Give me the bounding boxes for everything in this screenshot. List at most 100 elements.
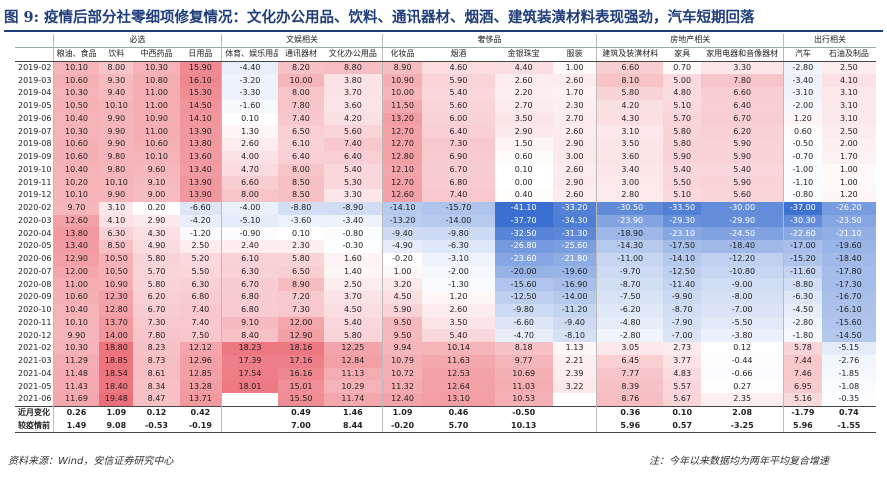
table-cell: 8.39 xyxy=(596,380,664,393)
table-cell: -0.50 xyxy=(783,138,822,151)
table-cell: 9.90 xyxy=(99,138,134,151)
table-cell: 6.80 xyxy=(179,291,222,304)
table-cell: 12.70 xyxy=(381,176,423,189)
row-label: 2020-11 xyxy=(18,317,52,327)
table-row: 2021-04 11.48 18.54 8.61 12.85 17.54 16.16 11.1… xyxy=(15,367,876,381)
table-cell: 6.90 xyxy=(422,150,495,164)
table-cell: 0.27 xyxy=(701,380,784,393)
table-cell: 5.40 xyxy=(422,329,495,342)
table-cell: 11.63 xyxy=(422,354,495,368)
table-cell: 1.13 xyxy=(552,342,597,355)
table-cell: 13.40 xyxy=(52,240,100,253)
table-cell: 11.00 xyxy=(133,125,180,138)
table-cell: 13.10 xyxy=(422,393,495,407)
table-cell: 5.50 xyxy=(179,265,222,279)
table-cell: -21.10 xyxy=(821,227,876,240)
table-cell: 0.10 xyxy=(221,112,278,126)
table-row: 2020-02 9.70 3.10 0.20 -6.60 -4.00 -8.80 -8.90-… xyxy=(15,201,876,215)
column-header: 烟酒 xyxy=(422,47,495,62)
table-cell: 17.16 xyxy=(277,354,325,368)
table-cell: 6.00 xyxy=(422,112,495,126)
table-cell: 6.40 xyxy=(422,125,495,138)
table-row: 2020-10 10.40 12.80 6.70 7.40 6.80 7.30 4.50 5.9… xyxy=(15,303,876,317)
table-cell: -0.90 xyxy=(221,227,278,240)
table-cell: 5.90 xyxy=(381,303,423,317)
table-cell: 0.46 xyxy=(422,405,495,420)
table-cell: 15.90 xyxy=(179,61,222,75)
table-cell: 5.20 xyxy=(179,252,222,266)
table-cell xyxy=(221,393,278,407)
table-cell: 17.39 xyxy=(221,354,278,368)
row-label: 2020-03 xyxy=(18,215,52,225)
table-cell: 10.40 xyxy=(52,163,100,177)
table-cell: 11.48 xyxy=(52,367,100,381)
table-cell: 1.00 xyxy=(381,265,423,279)
table-cell: -26.80 xyxy=(494,240,553,253)
table-cell: -2.80 xyxy=(783,61,822,75)
table-cell: 0.10 xyxy=(277,227,325,240)
table-cell: 9.10 xyxy=(221,316,278,330)
table-cell: 12.64 xyxy=(422,380,495,393)
table-cell: 5.70 xyxy=(663,112,702,126)
table-cell: 0.74 xyxy=(821,405,876,420)
row-label: 2020-07 xyxy=(18,266,52,276)
table-cell: -23.50 xyxy=(821,214,876,228)
table-cell: -3.40 xyxy=(783,74,822,87)
table-cell: 3.60 xyxy=(324,99,383,113)
table-cell: 7.46 xyxy=(783,367,822,381)
table-cell: 5.10 xyxy=(663,99,702,113)
table-cell: 2.70 xyxy=(494,99,553,113)
table-cell: 11.00 xyxy=(133,99,180,113)
table-cell: 10.00 xyxy=(277,74,325,87)
table-cell: 5.60 xyxy=(701,189,784,202)
table-cell: -26.20 xyxy=(821,201,876,215)
table-cell: 4.30 xyxy=(133,227,180,240)
table-cell: 11.74 xyxy=(324,393,383,407)
table-cell: 12.40 xyxy=(381,393,423,407)
table-cell: 10.10 xyxy=(133,150,180,164)
table-cell: -1.10 xyxy=(783,176,822,189)
row-label: 2019-09 xyxy=(18,152,52,162)
table-cell: 2.50 xyxy=(324,278,383,291)
table-cell: 3.00 xyxy=(552,150,597,164)
table-cell: -9.70 xyxy=(596,265,664,279)
row-label: 2021-05 xyxy=(18,381,52,391)
table-cell: 1.20 xyxy=(422,291,495,304)
table-cell: 2.60 xyxy=(552,189,597,202)
table-cell: 5.40 xyxy=(422,87,495,100)
table-cell: 4.83 xyxy=(663,367,702,381)
table-cell: -0.35 xyxy=(821,393,876,407)
table-cell: 10.53 xyxy=(494,393,553,407)
table-cell: -3.25 xyxy=(701,419,784,434)
table-cell: 3.50 xyxy=(422,316,495,330)
table-row: 2019-04 10.30 9.40 11.00 15.30 -3.30 8.00 3.70 1… xyxy=(15,87,876,100)
table-cell: -41.10 xyxy=(494,201,553,215)
row-label: 2020-10 xyxy=(18,305,52,315)
table-cell: 12.90 xyxy=(277,329,325,342)
table-cell: 1.00 xyxy=(821,176,876,189)
table-cell: 12.84 xyxy=(324,354,383,368)
table-cell: 3.50 xyxy=(494,112,553,126)
table-cell: 2.60 xyxy=(552,74,597,87)
table-cell: -3.10 xyxy=(422,252,495,266)
table-cell: 9.80 xyxy=(99,150,134,164)
table-cell: 5.57 xyxy=(663,380,702,393)
table-cell: -5.15 xyxy=(821,342,876,355)
table-cell: 9.94 xyxy=(381,342,423,355)
table-cell: 5.90 xyxy=(701,150,784,164)
table-cell: 10.60 xyxy=(133,138,180,151)
table-cell: -20.00 xyxy=(494,265,553,279)
column-header: 文化办公用品 xyxy=(324,47,383,62)
table-cell: -15.20 xyxy=(783,252,822,266)
table-cell: 10.40 xyxy=(52,303,100,317)
table-cell: 2.50 xyxy=(179,240,222,253)
table-cell: 14.10 xyxy=(179,112,222,126)
table-cell: 8.80 xyxy=(324,61,383,75)
table-cell: -2.00 xyxy=(783,99,822,113)
table-cell: -1.30 xyxy=(422,278,495,291)
table-cell xyxy=(221,405,278,420)
table-cell: -14.30 xyxy=(596,240,664,253)
column-header: 服装 xyxy=(552,47,597,62)
table-cell: 15.01 xyxy=(277,380,325,393)
table-cell: 4.50 xyxy=(324,303,383,317)
